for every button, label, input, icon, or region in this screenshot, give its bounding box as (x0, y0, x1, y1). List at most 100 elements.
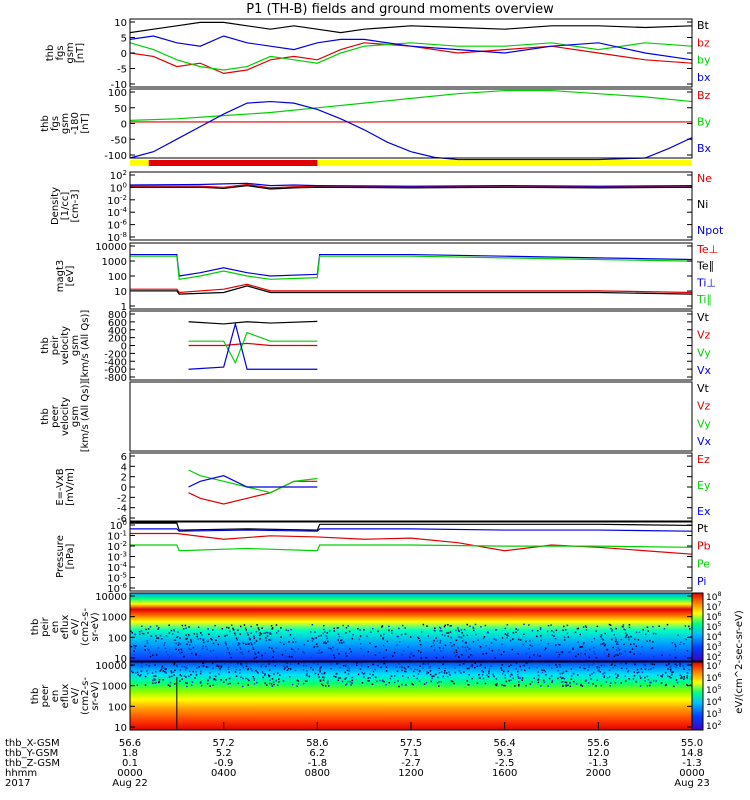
spectrogram-speck (441, 633, 444, 636)
spectrogram-speck (235, 675, 238, 677)
spectrogram-speck (679, 674, 682, 676)
spectrogram-speck (401, 624, 404, 627)
spectrogram-speck (214, 675, 217, 678)
spectrogram-speck (609, 684, 612, 687)
spectrogram-speck (161, 638, 163, 640)
spectrogram-speck (583, 642, 585, 644)
spectrogram-speck (203, 662, 206, 664)
spectrogram-speck (560, 650, 562, 653)
spectrogram-speck (183, 655, 185, 658)
spectrogram-speck (272, 656, 274, 658)
spectrogram-speck (287, 629, 290, 632)
legend-Te∥: Te∥ (696, 260, 714, 273)
spectrogram-speck (432, 642, 435, 644)
spectrogram-speck (345, 677, 347, 679)
spectrogram-speck (336, 663, 338, 665)
spectrogram-speck (458, 670, 461, 672)
spectrogram-speck (179, 669, 182, 671)
spectrogram-speck (136, 684, 139, 686)
ylabel-group: thb fgs gsm [nT] (45, 42, 86, 63)
spectrogram-speck (202, 662, 204, 665)
spectrogram-speck (382, 679, 384, 682)
spectrogram-speck (146, 670, 148, 672)
spectrogram-speck (537, 671, 540, 673)
spectrogram-speck (455, 651, 458, 653)
spectrogram-speck (597, 669, 599, 672)
spectrogram-speck (658, 625, 660, 627)
ytick-label: 100 (108, 272, 127, 283)
spectrogram-speck (523, 664, 525, 667)
spectrogram-speck (388, 681, 391, 684)
spectrogram-speck (181, 651, 183, 654)
spectrogram-speck (529, 640, 531, 642)
spectrogram-speck (216, 665, 218, 667)
spectrogram-speck (646, 675, 649, 678)
spectrogram-speck (446, 632, 448, 634)
ytick-label: 1000 (102, 613, 127, 624)
spectrogram-speck (380, 666, 382, 669)
spectrogram-speck (525, 685, 527, 687)
spectrogram-speck (639, 677, 642, 679)
spectrogram-speck (337, 677, 340, 679)
spectrogram-speck (661, 675, 663, 678)
spectrogram-speck (642, 628, 644, 631)
spectrogram-speck (511, 648, 514, 651)
spectrogram-speck (202, 665, 205, 667)
ylabel-line: (cm2-s- (80, 608, 91, 646)
spectrogram-speck (169, 685, 171, 687)
spectrogram-speck (317, 673, 320, 676)
spectrogram-speck (624, 632, 627, 635)
spectrogram-speck (585, 629, 588, 631)
spectrogram-speck (545, 647, 547, 650)
spectrogram-speck (273, 673, 275, 675)
spectrogram-speck (341, 638, 343, 641)
spectrogram-speck (620, 682, 623, 684)
spectrogram-speck (401, 669, 403, 672)
spectrogram-speck (245, 665, 248, 668)
spectrogram-speck (239, 651, 242, 654)
spectrogram-speck (564, 629, 567, 631)
spectrogram-speck (219, 668, 221, 670)
spectrogram-speck (225, 643, 227, 646)
spectrogram-speck (261, 670, 264, 673)
spectrogram-speck (226, 626, 228, 629)
spectrogram-speck (242, 666, 245, 669)
spectrogram-speck (646, 640, 648, 643)
spectrogram-speck (460, 636, 463, 639)
spectrogram-speck (472, 641, 475, 643)
spectrogram-speck (627, 671, 629, 673)
spectrogram-speck (644, 680, 646, 682)
time-row-value: 57.5 (400, 738, 422, 749)
spectrogram-speck (270, 683, 273, 685)
spectrogram-speck (312, 638, 315, 640)
ytick-label: 0 (121, 49, 127, 60)
spectrogram-speck (217, 665, 220, 668)
spectrogram-speck (454, 671, 456, 674)
spectrogram-speck (167, 654, 169, 656)
spectrogram-speck (516, 673, 519, 676)
ylabel-line: peir (50, 335, 61, 355)
legend-Pt: Pt (697, 522, 709, 535)
spectrogram-speck (461, 646, 464, 648)
spectrogram-speck (560, 681, 563, 683)
spectrogram-speck (418, 680, 421, 682)
spectrogram-speck (232, 628, 235, 631)
spectrogram-speck (224, 635, 226, 637)
colorbar-tick-label-exp: 4 (717, 631, 721, 638)
spectrogram-speck (164, 642, 166, 644)
spectrogram-speck (565, 685, 567, 687)
spectrogram-speck (183, 665, 186, 668)
spectrogram-speck (271, 628, 273, 630)
spectrogram-speck (581, 685, 584, 687)
spectrogram-speck (134, 672, 137, 674)
spectrogram-speck (243, 656, 245, 659)
spectrogram-speck (566, 632, 569, 635)
spectrogram-speck (169, 656, 171, 658)
spectrogram-speck (404, 627, 406, 629)
legend-bz: bz (697, 36, 710, 49)
spectrogram-speck (478, 673, 480, 676)
spectrogram-speck (447, 624, 449, 626)
spectrogram-speck (278, 674, 281, 677)
spectrogram-speck (454, 667, 456, 669)
spectrogram-speck (292, 637, 295, 640)
